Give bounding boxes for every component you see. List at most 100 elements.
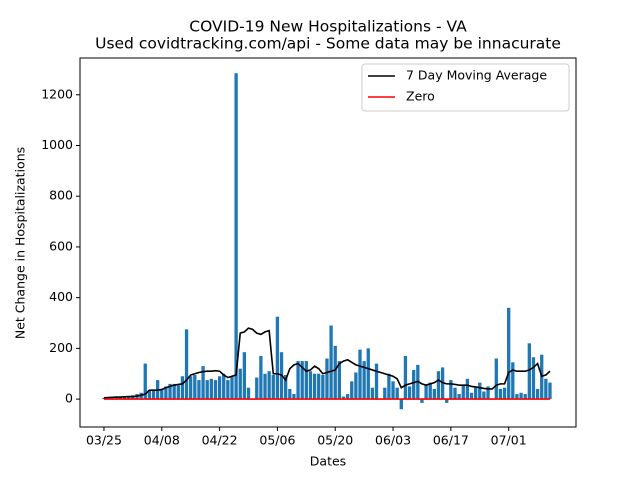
x-tick-label: 04/08 <box>144 433 180 448</box>
bar <box>453 387 457 400</box>
bar <box>259 355 263 400</box>
bar <box>246 387 251 400</box>
bar <box>494 358 498 400</box>
bar <box>350 381 354 400</box>
bar <box>226 380 230 400</box>
bar <box>308 371 313 400</box>
bar <box>325 358 329 400</box>
bar <box>519 392 523 400</box>
bar <box>395 387 399 400</box>
bar <box>312 373 317 400</box>
bar <box>329 325 333 400</box>
bar <box>288 388 292 400</box>
chart-title: COVID-19 New Hospitalizations - VA <box>189 18 467 36</box>
bar <box>284 375 288 400</box>
y-tick-label: 800 <box>49 188 73 203</box>
bar <box>469 392 474 400</box>
bar <box>502 387 507 400</box>
bar <box>511 362 515 400</box>
bar <box>428 382 432 400</box>
bar <box>457 394 461 400</box>
bar <box>164 386 168 400</box>
bar <box>222 373 226 400</box>
bar <box>168 383 172 400</box>
legend-label: 7 Day Moving Average <box>406 68 547 83</box>
bar <box>482 391 486 400</box>
bar <box>143 363 147 400</box>
bar <box>151 390 156 400</box>
bar <box>234 73 238 400</box>
bar <box>374 363 379 400</box>
y-tick-label: 1200 <box>41 86 73 101</box>
bar <box>548 382 552 400</box>
bar <box>127 396 131 400</box>
bar <box>445 399 449 403</box>
bar <box>180 376 185 400</box>
x-tick-label: 05/20 <box>317 433 353 448</box>
bar <box>341 396 346 400</box>
bar <box>407 386 412 400</box>
y-axis-label: Net Change in Hospitalizations <box>13 147 28 339</box>
bar <box>184 329 189 400</box>
bar <box>345 394 350 400</box>
bar <box>523 394 527 400</box>
bar <box>147 390 152 400</box>
bar <box>201 366 205 400</box>
bar <box>358 349 362 400</box>
bar <box>449 380 453 400</box>
bar <box>217 376 222 400</box>
y-tick-label: 200 <box>49 340 73 355</box>
bar <box>465 378 470 400</box>
bar <box>544 378 548 400</box>
bar <box>317 373 321 400</box>
bar <box>238 368 242 400</box>
bar <box>189 376 193 400</box>
bar <box>403 355 408 400</box>
bar <box>304 361 308 400</box>
bar <box>176 385 180 400</box>
y-tick-label: 400 <box>49 289 73 304</box>
bar <box>267 371 271 400</box>
bar <box>271 375 275 400</box>
moving-average-line <box>103 327 551 399</box>
y-tick-label: 1000 <box>41 137 73 152</box>
bar <box>391 381 395 400</box>
bar <box>412 369 416 400</box>
bar <box>370 387 375 400</box>
chart-subtitle: Used covidtracking.com/api - Some data m… <box>95 35 561 53</box>
bar <box>498 388 503 400</box>
bar <box>255 377 259 400</box>
y-tick-label: 0 <box>65 391 73 406</box>
bar <box>486 386 490 400</box>
bar <box>432 388 436 400</box>
legend-box <box>361 63 570 112</box>
legend-label: Zero <box>406 89 435 104</box>
bar <box>535 388 540 400</box>
bar <box>436 371 441 400</box>
bar <box>296 361 300 400</box>
bar <box>337 361 342 400</box>
x-tick-label: 04/22 <box>202 433 238 448</box>
bar <box>209 378 213 400</box>
bar <box>333 345 337 400</box>
bar <box>205 380 209 400</box>
bar <box>387 373 391 400</box>
bar <box>300 361 304 400</box>
x-tick-label: 07/01 <box>491 433 527 448</box>
bar <box>160 388 164 400</box>
bar <box>527 343 531 400</box>
bar <box>172 383 176 400</box>
bar <box>118 397 123 400</box>
bar <box>473 387 478 400</box>
x-tick-label: 05/06 <box>259 433 295 448</box>
bar <box>478 382 482 400</box>
x-tick-label: 03/25 <box>86 433 122 448</box>
bar <box>230 376 234 400</box>
bar <box>420 399 424 403</box>
plot-frame <box>79 57 577 428</box>
bar <box>399 399 403 410</box>
bar <box>461 385 465 400</box>
bar <box>193 375 197 400</box>
bar <box>366 348 370 400</box>
bar <box>507 307 511 400</box>
